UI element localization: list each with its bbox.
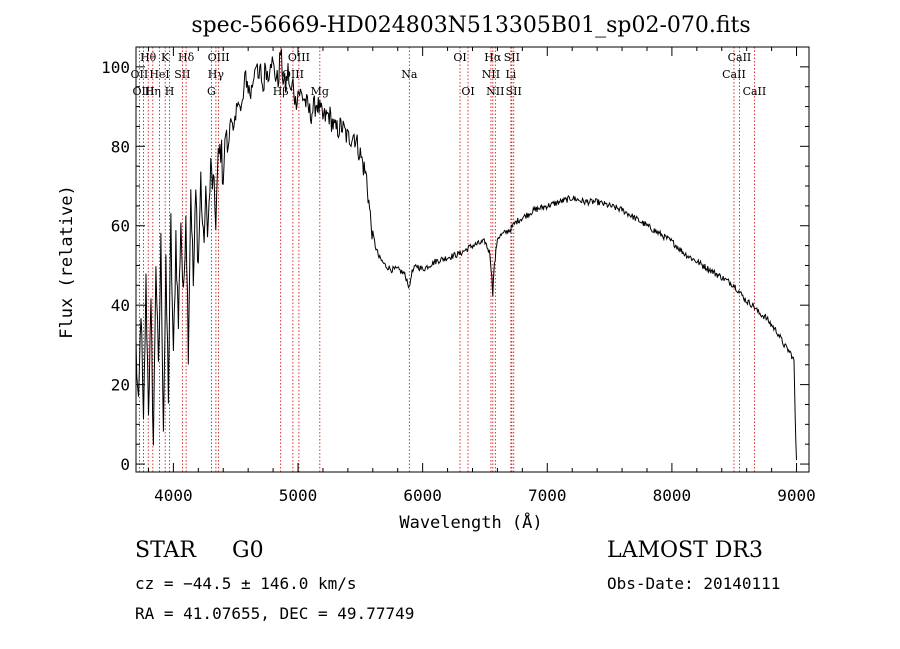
line-marker-label: SII bbox=[506, 85, 522, 98]
y-axis-label: Flux (relative) bbox=[57, 185, 77, 339]
obs-date: Obs-Date: 20140111 bbox=[607, 574, 781, 593]
line-marker-label: Na bbox=[401, 68, 418, 81]
line-marker-label: SII bbox=[504, 51, 520, 64]
line-marker-label: HeI bbox=[149, 68, 169, 81]
line-marker-label: OII bbox=[131, 68, 149, 81]
chart-title: spec-56669-HD024803N513305B01_sp02-070.f… bbox=[191, 13, 750, 38]
line-marker-label: NII bbox=[482, 68, 500, 81]
line-marker-label: Li bbox=[505, 68, 516, 81]
line-marker-label: Hδ bbox=[178, 51, 195, 64]
y-tick-label: 40 bbox=[111, 296, 130, 315]
x-tick-label: 5000 bbox=[279, 486, 318, 505]
line-marker-label: Hγ bbox=[208, 68, 225, 81]
x-axis-label: Wavelength (Å) bbox=[399, 511, 542, 533]
line-marker-label: CaII bbox=[743, 85, 767, 98]
line-marker-label: OI bbox=[453, 51, 466, 64]
spectral-subclass: G0 bbox=[232, 538, 264, 563]
line-marker-label: OI bbox=[461, 85, 474, 98]
coordinates-readout: RA = 41.07655, DEC = 49.77749 bbox=[135, 604, 415, 623]
line-marker-label: CaII bbox=[728, 51, 752, 64]
line-marker-label: G bbox=[207, 85, 216, 98]
y-tick-label: 20 bbox=[111, 376, 130, 395]
y-tick-label: 100 bbox=[101, 58, 130, 77]
line-marker-label: SII bbox=[174, 68, 190, 81]
x-tick-label: 7000 bbox=[528, 486, 567, 505]
plot-frame bbox=[135, 46, 810, 473]
line-marker-label: H bbox=[165, 85, 175, 98]
x-tick-label: 4000 bbox=[154, 486, 193, 505]
line-marker-label: Hη bbox=[145, 85, 161, 98]
line-marker-label: Hθ bbox=[140, 51, 157, 64]
line-marker-label: NII bbox=[486, 85, 504, 98]
survey-name: LAMOST DR3 bbox=[607, 538, 763, 563]
line-marker-label: OIII bbox=[132, 85, 154, 98]
line-marker-label: Hα bbox=[484, 51, 502, 64]
line-marker-label: Mg bbox=[311, 85, 329, 98]
line-marker-label: K bbox=[161, 51, 170, 64]
y-tick-label: 80 bbox=[111, 137, 130, 156]
y-tick-label: 0 bbox=[120, 455, 130, 474]
x-tick-label: 8000 bbox=[653, 486, 692, 505]
redshift-readout: cz = −44.5 ± 146.0 km/s bbox=[135, 574, 357, 593]
classification: STAR G0 bbox=[135, 538, 264, 563]
spectrum-line bbox=[135, 48, 797, 461]
line-marker-label: OIII bbox=[208, 51, 230, 64]
line-marker-label: CaII bbox=[722, 68, 746, 81]
x-tick-label: 6000 bbox=[403, 486, 442, 505]
line-marker-label: OIII bbox=[288, 51, 310, 64]
line-marker-label: Hβ bbox=[273, 85, 289, 98]
x-tick-label: 9000 bbox=[777, 486, 816, 505]
y-tick-label: 60 bbox=[111, 217, 130, 236]
object-class: STAR bbox=[135, 538, 196, 563]
